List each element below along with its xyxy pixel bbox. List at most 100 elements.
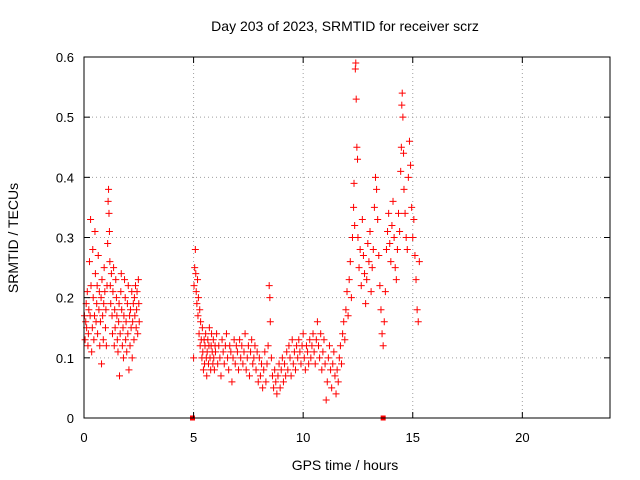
data-point xyxy=(94,252,102,260)
data-point xyxy=(327,366,335,374)
plot-frame xyxy=(83,56,611,419)
data-point xyxy=(263,360,271,368)
data-point xyxy=(196,306,204,314)
data-point xyxy=(117,270,125,278)
data-point xyxy=(376,282,384,290)
data-point xyxy=(387,258,395,266)
data-point xyxy=(209,336,217,344)
data-point xyxy=(110,264,118,272)
data-point xyxy=(124,330,132,338)
data-point xyxy=(218,336,226,344)
data-point xyxy=(114,348,122,356)
data-point xyxy=(238,342,246,350)
data-point xyxy=(410,215,418,223)
data-point xyxy=(400,185,408,193)
data-point xyxy=(308,342,316,350)
data-point xyxy=(98,360,106,368)
data-point xyxy=(350,203,358,211)
data-point xyxy=(95,306,103,314)
data-point xyxy=(289,360,297,368)
data-point xyxy=(135,300,143,308)
data-point xyxy=(84,330,92,338)
data-point xyxy=(367,288,375,296)
data-point xyxy=(89,294,97,302)
data-point xyxy=(365,258,373,266)
data-point xyxy=(281,360,289,368)
data-point xyxy=(320,336,328,344)
data-point xyxy=(99,312,107,320)
data-point xyxy=(403,246,411,254)
data-point xyxy=(104,240,112,248)
data-point xyxy=(192,270,200,278)
data-point xyxy=(380,318,388,326)
data-point xyxy=(131,312,139,320)
data-point xyxy=(379,342,387,350)
data-point xyxy=(108,330,116,338)
data-point xyxy=(94,330,102,338)
data-point xyxy=(130,294,138,302)
data-point xyxy=(276,384,284,392)
data-point xyxy=(297,360,305,368)
data-point xyxy=(195,330,203,338)
data-point xyxy=(343,288,351,296)
data-point xyxy=(374,215,382,223)
data-point xyxy=(384,227,392,235)
data-point xyxy=(291,366,299,374)
data-point xyxy=(105,185,113,193)
data-point xyxy=(101,288,109,296)
data-point xyxy=(126,342,134,350)
data-point xyxy=(322,396,330,404)
data-point xyxy=(316,354,324,362)
data-point xyxy=(267,354,275,362)
data-point xyxy=(311,360,319,368)
data-point xyxy=(82,318,90,326)
data-point xyxy=(87,282,95,290)
data-point xyxy=(307,354,315,362)
data-point xyxy=(338,360,346,368)
data-point xyxy=(283,348,291,356)
data-point xyxy=(264,342,272,350)
data-point xyxy=(115,300,123,308)
data-point xyxy=(359,252,367,260)
data-point xyxy=(197,318,205,326)
data-point xyxy=(318,366,326,374)
y-tick-label: 0.4 xyxy=(56,170,74,185)
y-tick-label: 0.3 xyxy=(56,231,74,246)
data-point xyxy=(214,360,222,368)
data-point xyxy=(405,137,413,145)
y-tick-label: 0.2 xyxy=(56,291,74,306)
data-point xyxy=(391,264,399,272)
data-point xyxy=(415,258,423,266)
data-point xyxy=(198,324,206,332)
data-point xyxy=(377,306,385,314)
data-points xyxy=(80,59,423,421)
data-point xyxy=(220,360,228,368)
data-point xyxy=(190,282,198,290)
data-point xyxy=(310,348,318,356)
data-point xyxy=(109,288,117,296)
data-point xyxy=(105,209,113,217)
y-tick-label: 0 xyxy=(67,411,74,426)
data-point xyxy=(191,246,199,254)
y-tick-label: 0.1 xyxy=(56,351,74,366)
data-point xyxy=(100,264,108,272)
data-point xyxy=(194,276,202,284)
data-point xyxy=(339,330,347,338)
data-point xyxy=(124,282,132,290)
data-point xyxy=(101,324,109,332)
data-point xyxy=(369,246,377,254)
data-point xyxy=(385,209,393,217)
data-point xyxy=(351,221,359,229)
data-point xyxy=(400,149,408,157)
data-point xyxy=(309,330,317,338)
data-point xyxy=(122,336,130,344)
data-point xyxy=(361,270,369,278)
data-point xyxy=(125,366,133,374)
data-point xyxy=(215,342,223,350)
data-point xyxy=(217,372,225,380)
data-point xyxy=(368,264,376,272)
data-point xyxy=(409,234,417,241)
data-point xyxy=(128,354,136,362)
data-point xyxy=(389,197,397,205)
data-point xyxy=(371,173,379,181)
